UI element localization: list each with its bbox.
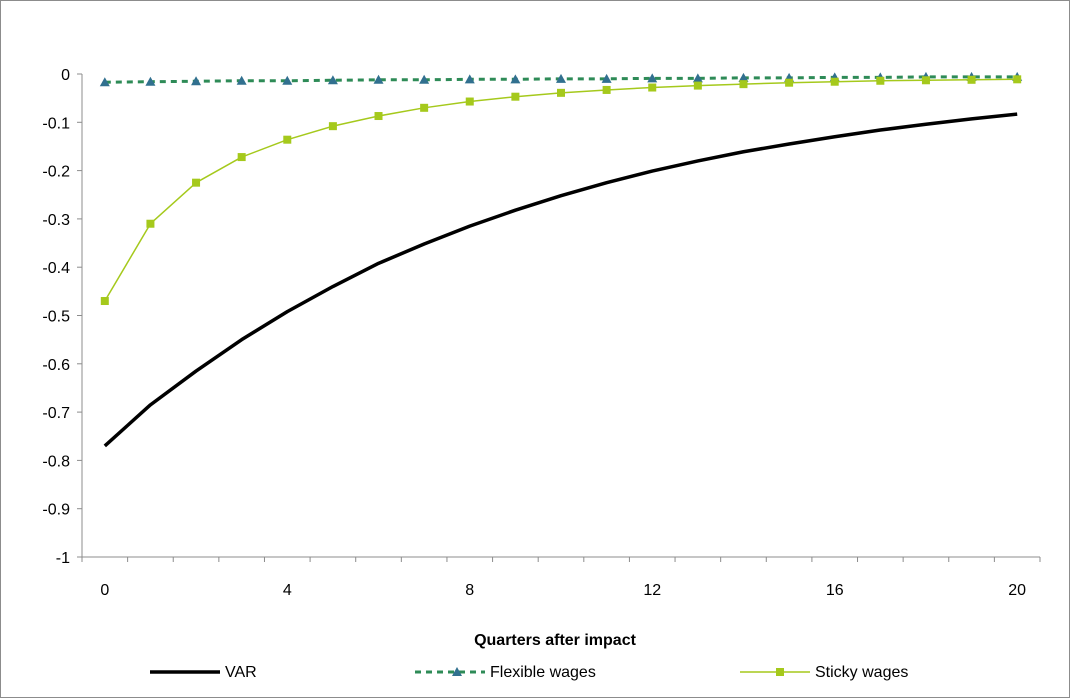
- series-line: [104, 78, 1018, 302]
- series-point: [464, 74, 475, 84]
- series-sticky-wages: [100, 75, 1022, 306]
- series-point: [556, 73, 566, 83]
- series-point: [648, 83, 657, 92]
- series-point: [557, 88, 565, 97]
- y-axis-ticks: 0 -0.1 -0.2 -0.3 -0.4 -0.5 -0.6 -0.7 -0.8 -0.9 -1: [42, 67, 82, 567]
- series-point: [647, 73, 658, 83]
- series-point: [465, 97, 474, 106]
- y-tick-label: -0.3: [42, 212, 70, 229]
- series-point: [192, 178, 201, 187]
- series-point: [283, 135, 292, 144]
- x-tick-label: 12: [643, 582, 661, 599]
- series-point: [100, 297, 109, 306]
- series-point: [282, 75, 293, 85]
- legend: VAR Flexible wages Sticky wages: [150, 664, 908, 681]
- x-tick-label: 16: [826, 582, 844, 599]
- y-tick-label: -0.7: [42, 405, 70, 422]
- y-tick-label: -0.1: [42, 115, 70, 132]
- series-point: [602, 85, 611, 94]
- series-point: [601, 73, 612, 83]
- x-axis-title: Quarters after impact: [474, 632, 637, 649]
- series-point: [785, 78, 794, 87]
- series-point: [373, 74, 384, 84]
- series-point: [328, 122, 337, 131]
- series-point: [693, 81, 702, 90]
- y-tick-label: -0.6: [42, 357, 70, 374]
- series-point: [236, 75, 247, 85]
- series-point: [967, 75, 976, 84]
- series-point: [374, 112, 383, 121]
- series-point: [921, 76, 930, 85]
- y-tick-label: -0.2: [42, 164, 70, 181]
- y-tick-label: -0.5: [42, 309, 70, 326]
- series-point: [830, 77, 839, 86]
- y-tick-label: -0.8: [42, 453, 70, 470]
- x-tick-label: 20: [1008, 582, 1026, 599]
- series-line: [103, 112, 1018, 448]
- series-point: [1013, 75, 1022, 84]
- series-point: [692, 73, 703, 83]
- x-tick-label: 0: [100, 582, 109, 599]
- y-tick-label: 0: [61, 67, 70, 84]
- legend-label: Sticky wages: [815, 664, 908, 681]
- x-axis-ticks: 0 4 8 12 16 20: [81, 557, 1041, 599]
- y-tick-label: -1: [56, 550, 70, 567]
- series-point: [738, 72, 749, 82]
- series-point: [145, 76, 156, 86]
- legend-item: Sticky wages: [740, 664, 908, 681]
- y-tick-label: -0.9: [42, 502, 70, 519]
- series-point: [419, 74, 430, 84]
- x-tick-label: 4: [283, 582, 292, 599]
- axes: [81, 74, 1040, 558]
- series-point: [510, 74, 521, 84]
- series-point: [146, 219, 155, 228]
- legend-item: Flexible wages: [415, 664, 596, 681]
- series-point: [452, 667, 462, 676]
- legend-item: VAR: [150, 664, 257, 681]
- series-point: [99, 77, 110, 87]
- series-point: [739, 80, 748, 89]
- series-var: [103, 112, 1018, 448]
- series-point: [191, 76, 202, 86]
- series-point: [876, 76, 885, 85]
- series-point: [420, 103, 429, 112]
- series-point: [511, 92, 520, 101]
- x-tick-label: 8: [465, 582, 474, 599]
- series-point: [776, 668, 784, 676]
- legend-label: VAR: [225, 664, 257, 681]
- y-tick-label: -0.4: [42, 260, 70, 277]
- series-point: [237, 153, 246, 162]
- series-point: [327, 75, 338, 85]
- legend-label: Flexible wages: [490, 664, 596, 681]
- series-layer: [99, 71, 1023, 448]
